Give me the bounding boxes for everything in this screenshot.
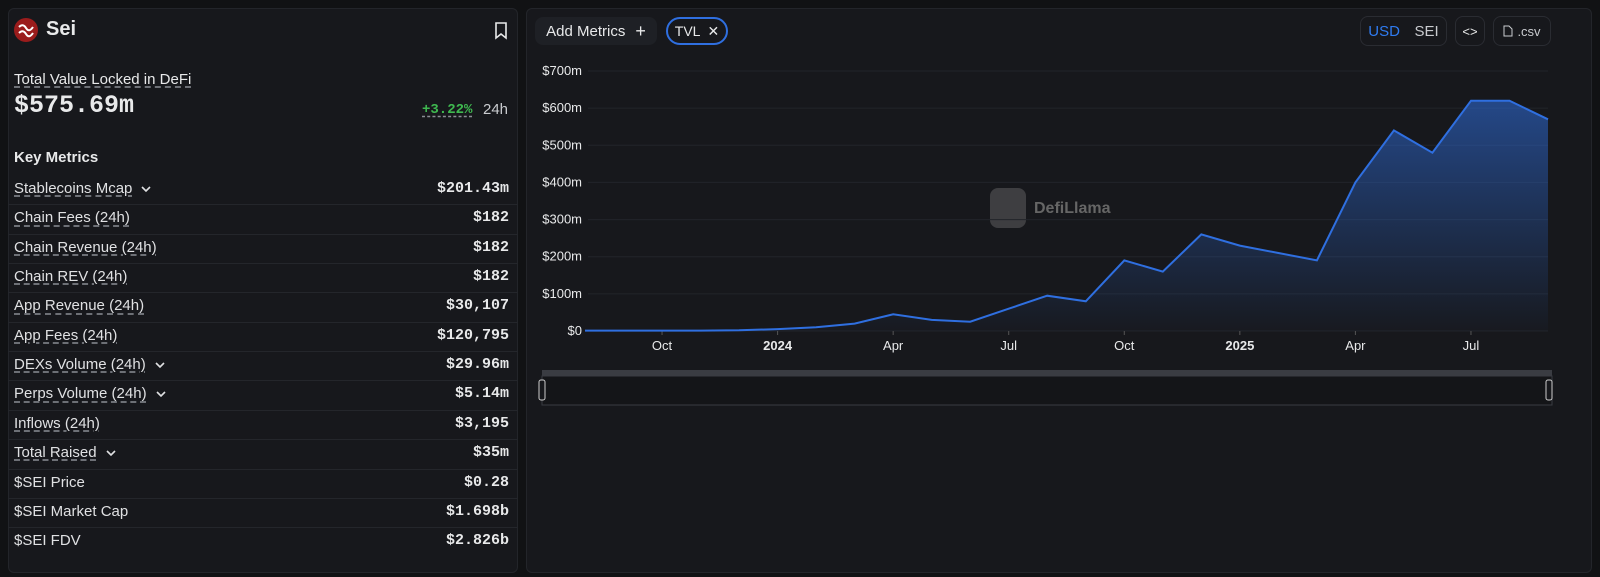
csv-label: .csv xyxy=(1517,23,1541,39)
brush-handle-bar[interactable] xyxy=(542,370,1552,376)
y-tick-label: $0 xyxy=(568,323,582,338)
metric-value: $5.14m xyxy=(454,385,509,403)
watermark-logo xyxy=(990,188,1026,228)
y-tick-label: $400m xyxy=(542,174,582,189)
y-tick-label: $200m xyxy=(542,249,582,264)
remove-icon: ✕ xyxy=(707,22,720,39)
row-separator xyxy=(8,263,518,265)
chain-logo xyxy=(14,18,38,42)
metric-value: $182 xyxy=(472,209,509,227)
metric-value: $2.826b xyxy=(445,532,509,550)
currency-toggle: USD SEI xyxy=(1360,16,1447,46)
tvl-value: $575.69m xyxy=(14,91,135,120)
metric-value: $3,195 xyxy=(454,414,509,432)
file-icon xyxy=(1503,25,1513,37)
brush-right-handle[interactable] xyxy=(1545,379,1553,401)
metric-value: $182 xyxy=(472,268,509,286)
metric-label: Inflows (24h) xyxy=(14,414,100,432)
tvl-change: +3.22% xyxy=(422,102,473,118)
metric-label: Chain Fees (24h) xyxy=(14,209,130,227)
x-tick-label: Jul xyxy=(1463,338,1480,353)
tvl-label: Total Value Locked in DeFi xyxy=(14,71,192,88)
chip-label: TVL xyxy=(674,23,701,39)
metric-value: $30,107 xyxy=(445,297,509,315)
brush[interactable] xyxy=(541,375,1553,406)
x-tick-label: Apr xyxy=(1345,338,1366,353)
section-title: Key Metrics xyxy=(14,149,99,166)
y-tick-label: $500m xyxy=(542,137,582,152)
plus-icon: + xyxy=(635,20,646,41)
change-period: 24h xyxy=(483,101,509,118)
chevron[interactable] xyxy=(140,185,152,193)
metric-label[interactable]: Total Raised xyxy=(14,444,117,461)
row-separator xyxy=(8,292,518,294)
currency-option[interactable]: USD xyxy=(1368,22,1400,40)
x-tick-label: Oct xyxy=(1114,338,1135,353)
metric-label: Chain Revenue (24h) xyxy=(14,238,157,256)
row-separator xyxy=(8,321,518,323)
metric-label: $SEI Market Cap xyxy=(14,502,129,520)
csv-button[interactable]: .csv xyxy=(1493,16,1551,46)
brush-left-handle[interactable] xyxy=(538,379,546,401)
row-separator xyxy=(8,380,518,382)
row-separator xyxy=(8,409,518,411)
add-metrics-button[interactable]: Add Metrics + xyxy=(535,17,657,45)
row-separator xyxy=(8,527,518,529)
chevron[interactable] xyxy=(154,361,166,369)
y-tick-label: $600m xyxy=(542,100,582,115)
metric-label[interactable]: DEXs Volume (24h) xyxy=(14,356,166,373)
row-separator xyxy=(8,204,518,206)
metric-label[interactable]: Stablecoins Mcap xyxy=(14,180,152,197)
metric-value: $29.96m xyxy=(445,356,509,374)
bookmark-button[interactable] xyxy=(494,22,508,40)
x-tick-label: Apr xyxy=(883,338,904,353)
y-tick-label: $100m xyxy=(542,286,582,301)
chevron[interactable] xyxy=(105,449,117,457)
metric-value: $35m xyxy=(472,444,509,462)
sidebar xyxy=(8,8,518,573)
metric-value: $0.28 xyxy=(463,473,509,491)
area-fill xyxy=(585,100,1548,331)
row-separator xyxy=(8,233,518,235)
chevron[interactable] xyxy=(155,390,167,398)
x-tick-label: 2024 xyxy=(763,338,793,353)
metric-label: App Revenue (24h) xyxy=(14,297,145,315)
embed-button[interactable]: <> xyxy=(1455,16,1485,46)
metric-value: $182 xyxy=(472,238,509,256)
tvl-chip[interactable]: TVL ✕ xyxy=(666,17,728,45)
y-tick-label: $700m xyxy=(542,63,582,78)
tvl-line xyxy=(585,99,1549,332)
y-tick-label: $300m xyxy=(542,212,582,227)
metric-value: $1.698b xyxy=(445,502,509,520)
row-separator xyxy=(8,497,518,499)
row-separator xyxy=(8,468,518,470)
metric-label: $SEI Price xyxy=(14,473,85,491)
x-tick-label: 2025 xyxy=(1225,338,1254,353)
add-metrics-label: Add Metrics xyxy=(546,22,626,40)
metric-value: $201.43m xyxy=(436,180,509,197)
watermark: DefiLlama xyxy=(1034,200,1111,217)
metric-label: Chain REV (24h) xyxy=(14,268,128,286)
metric-value: $120,795 xyxy=(436,326,509,344)
row-separator xyxy=(8,351,518,353)
metric-label: App Fees (24h) xyxy=(14,326,118,344)
metric-label: $SEI FDV xyxy=(14,532,81,550)
currency-option[interactable]: SEI xyxy=(1414,22,1439,40)
x-tick-label: Oct xyxy=(652,338,673,353)
chain-name: Sei xyxy=(46,18,77,40)
row-separator xyxy=(8,439,518,441)
x-tick-label: Jul xyxy=(1000,338,1017,353)
metric-label[interactable]: Perps Volume (24h) xyxy=(14,385,167,402)
